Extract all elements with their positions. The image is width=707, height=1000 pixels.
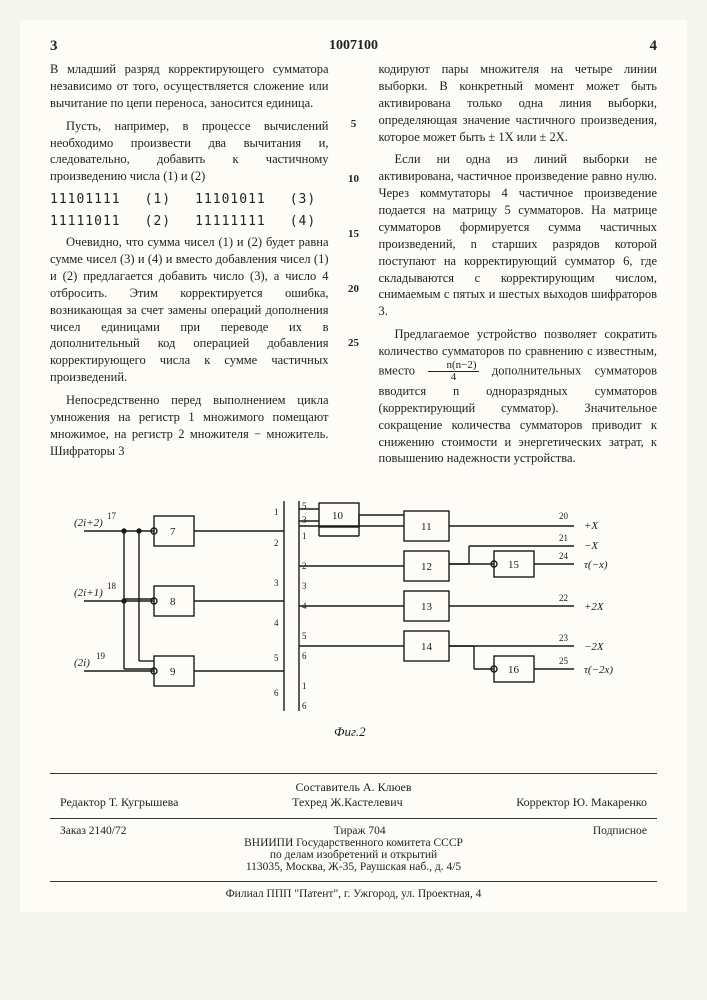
- binary-row: 11111011 (2) 11111111 (4): [50, 213, 329, 231]
- svg-text:22: 22: [559, 593, 568, 603]
- svg-text:5: 5: [302, 501, 307, 511]
- credits-row: Редактор Т. Кугрышева Техред Ж.Кастелеви…: [50, 795, 657, 810]
- svg-text:13: 13: [421, 601, 433, 613]
- svg-text:10: 10: [332, 510, 344, 522]
- svg-text:17: 17: [107, 511, 117, 521]
- para: Очевидно, что сумма чисел (1) и (2) буде…: [50, 234, 329, 386]
- svg-text:τ(−x): τ(−x): [584, 559, 608, 571]
- svg-text:1: 1: [302, 681, 307, 691]
- svg-text:15: 15: [508, 559, 520, 571]
- svg-text:25: 25: [559, 656, 569, 666]
- svg-text:20: 20: [559, 511, 569, 521]
- svg-text:4: 4: [302, 601, 307, 611]
- credits-block: Составитель А. Клюев Редактор Т. Кугрыше…: [50, 773, 657, 900]
- page-num-left: 3: [50, 38, 58, 55]
- svg-text:6: 6: [302, 701, 307, 711]
- text-columns: В младший разряд корректирующего суммато…: [50, 61, 657, 473]
- svg-text:−2X: −2X: [584, 641, 605, 653]
- footer-line: Филиал ППП "Патент", г. Ужгород, ул. Про…: [50, 888, 657, 900]
- para: Пусть, например, в процессе вычислений н…: [50, 118, 329, 186]
- org-line: ВНИИПИ Государственного комитета СССР: [50, 837, 657, 849]
- para: Предлагаемое устройство позволяет сократ…: [379, 326, 658, 467]
- svg-text:24: 24: [559, 551, 569, 561]
- order-row: Заказ 2140/72 Тираж 704 Подписное: [50, 825, 657, 837]
- svg-text:(2i+1): (2i+1): [74, 587, 103, 599]
- svg-text:2: 2: [302, 561, 307, 571]
- svg-text:5: 5: [302, 631, 307, 641]
- document-number: 1007100: [58, 38, 650, 55]
- compiler: Составитель А. Клюев: [50, 780, 657, 795]
- svg-text:2: 2: [274, 538, 279, 548]
- svg-text:(2i): (2i): [74, 657, 90, 669]
- svg-text:3: 3: [302, 581, 307, 591]
- svg-text:8: 8: [170, 596, 176, 608]
- page-num-right: 4: [650, 38, 658, 55]
- svg-text:21: 21: [559, 533, 568, 543]
- org-line: по делам изобретений и открытий: [50, 849, 657, 861]
- svg-text:5: 5: [274, 653, 279, 663]
- para: Если ни одна из линий выборки не активир…: [379, 151, 658, 320]
- svg-text:23: 23: [559, 633, 569, 643]
- page-header: 3 1007100 4: [50, 38, 657, 55]
- diagram-svg: (2i+2)17 (2i+1)18 (2i)19 7 8 9 10 11 12 …: [74, 491, 634, 751]
- svg-text:3: 3: [302, 515, 307, 525]
- para: кодируют пары множителя на четыре линии …: [379, 61, 658, 145]
- svg-text:14: 14: [421, 641, 433, 653]
- svg-text:6: 6: [302, 651, 307, 661]
- svg-text:1: 1: [302, 531, 307, 541]
- svg-text:Фиг.2: Фиг.2: [334, 724, 366, 739]
- para: Непосредственно перед выполнением цикла …: [50, 392, 329, 460]
- svg-text:+2X: +2X: [584, 601, 605, 613]
- circuit-diagram: (2i+2)17 (2i+1)18 (2i)19 7 8 9 10 11 12 …: [74, 491, 634, 751]
- svg-text:4: 4: [274, 618, 279, 628]
- svg-text:6: 6: [274, 688, 279, 698]
- svg-text:18: 18: [107, 581, 117, 591]
- svg-text:7: 7: [170, 526, 176, 538]
- svg-text:3: 3: [274, 578, 279, 588]
- line-numbers: 5 10 15 20 25: [347, 61, 361, 473]
- svg-text:11: 11: [421, 521, 432, 533]
- svg-text:+X: +X: [584, 520, 599, 532]
- address: 113035, Москва, Ж-35, Раушская наб., д. …: [50, 861, 657, 873]
- right-column: кодируют пары множителя на четыре линии …: [379, 61, 658, 473]
- page: 3 1007100 4 В младший разряд корректирую…: [20, 20, 687, 912]
- svg-text:16: 16: [508, 664, 520, 676]
- binary-row: 11101111 (1) 11101011 (3): [50, 191, 329, 209]
- svg-text:−X: −X: [584, 540, 599, 552]
- left-column: В младший разряд корректирующего суммато…: [50, 61, 329, 473]
- svg-text:19: 19: [96, 651, 106, 661]
- para: В младший разряд корректирующего суммато…: [50, 61, 329, 112]
- svg-text:τ(−2x): τ(−2x): [584, 664, 613, 676]
- svg-text:1: 1: [274, 507, 279, 517]
- svg-text:12: 12: [421, 561, 432, 573]
- svg-text:(2i+2): (2i+2): [74, 517, 103, 529]
- svg-text:9: 9: [170, 666, 176, 678]
